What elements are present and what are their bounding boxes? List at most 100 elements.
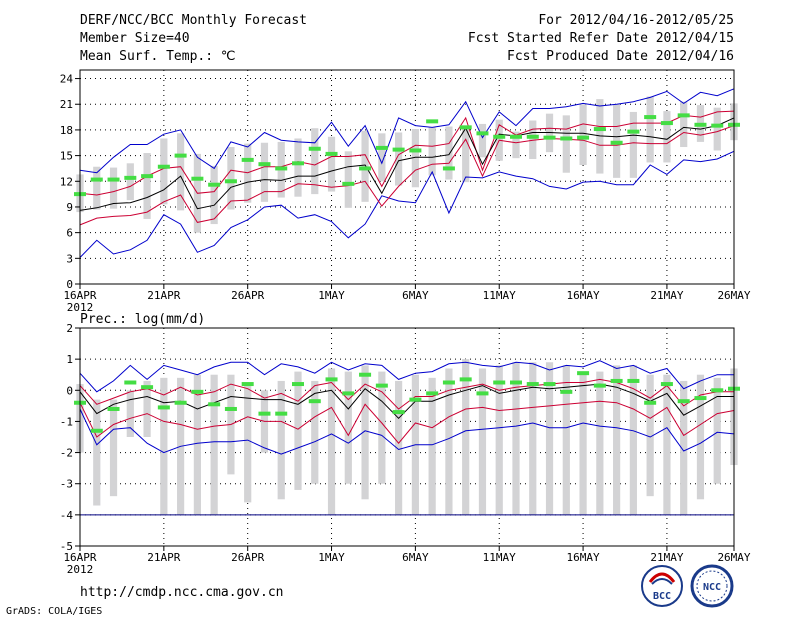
prec-xtick-label: 11MAY	[483, 551, 516, 564]
temp-observed-mark	[660, 121, 673, 126]
prec-ytick-label: 2	[66, 322, 73, 335]
ncc-logo-text: NCC	[703, 582, 721, 593]
temp-ytick-label: 6	[66, 227, 73, 240]
prec-ytick-label: -5	[60, 540, 73, 553]
temp-spread-box	[428, 127, 436, 176]
bcc-logo: BCC	[641, 565, 683, 607]
temp-spread-box	[713, 107, 721, 151]
prec-observed-mark	[711, 388, 724, 393]
temp-spread-box	[294, 138, 302, 197]
prec-frame	[79, 327, 735, 547]
prec-spread-box	[193, 374, 201, 515]
prec-observed-mark	[426, 391, 439, 396]
prec-spread-box	[562, 365, 570, 515]
prec-ytick-label: -3	[60, 478, 73, 491]
prec-spread-box	[545, 362, 554, 515]
prec-lower-line	[79, 400, 735, 444]
prec-observed-mark	[224, 406, 237, 411]
temp-xtick-label: 16APR	[63, 289, 96, 302]
prec-mean-line	[79, 383, 734, 420]
prec-observed-mark	[308, 399, 321, 404]
temp-observed-mark	[375, 145, 388, 150]
prec-spread-box	[344, 371, 352, 484]
temp-spread-box	[93, 166, 101, 210]
temp-observed-mark	[124, 175, 137, 180]
temp-spread-box	[160, 138, 168, 205]
temp-spread-box	[344, 151, 352, 208]
prec-spread-box	[579, 374, 587, 515]
temp-observed-mark	[308, 146, 321, 151]
temp-lower-line	[79, 125, 735, 226]
prec-max-line	[79, 360, 734, 393]
member-size: Member Size=40	[80, 31, 190, 46]
temp-spread-box	[361, 130, 369, 202]
prec-spread-box	[629, 365, 637, 515]
prec-spread-box	[109, 399, 118, 497]
prec-observed-mark	[459, 377, 472, 382]
prec-observed-mark	[526, 382, 539, 387]
prec-ytick-label: -2	[60, 447, 73, 460]
temp-observed-mark	[543, 135, 556, 140]
temp-observed-mark	[426, 119, 439, 124]
prec-observed-mark	[560, 389, 573, 394]
prec-observed-mark	[191, 389, 204, 394]
prec-spread-box	[143, 380, 151, 437]
temp-spread-box	[478, 123, 487, 158]
temp-ytick-label: 12	[60, 175, 73, 188]
prec-observed-mark	[258, 411, 271, 416]
prec-observed-mark	[359, 372, 372, 377]
prec-ytick-label: -4	[60, 509, 74, 522]
prec-spread-box	[512, 362, 520, 515]
prec-observed-mark	[124, 380, 137, 385]
refer-date: Fcst Started Refer Date 2012/04/15	[468, 31, 734, 46]
prec-spread-box	[478, 368, 487, 515]
prec-observed-mark	[577, 371, 590, 376]
prec-spread-box	[378, 371, 386, 484]
prec-spread-box	[445, 368, 453, 515]
temp-observed-mark	[275, 166, 288, 171]
chart-title: DERF/NCC/BCC Monthly Forecast	[80, 13, 307, 28]
prec-xtick-label: 16APR	[63, 551, 96, 564]
prec-observed-mark	[543, 382, 556, 387]
temp-max-line	[79, 88, 735, 174]
temp-xtick-label: 26APR	[231, 289, 264, 302]
temp-xtick-label: 1MAY	[318, 289, 345, 302]
temp-spread-box	[311, 128, 319, 195]
prec-observed-mark	[610, 378, 623, 383]
prec-observed-mark	[342, 391, 355, 396]
temp-ytick-label: 0	[66, 278, 73, 291]
prec-ytick-label: 0	[66, 384, 73, 397]
temp-spread-box	[126, 163, 134, 201]
prec-observed-mark	[510, 380, 522, 385]
grads-credit: GrADS: COLA/IGES	[6, 606, 102, 617]
temp-ytick-label: 21	[60, 98, 73, 111]
temp-spread-box	[646, 96, 654, 163]
temp-xtick-label: 21MAY	[650, 289, 683, 302]
temp-observed-mark	[493, 134, 506, 139]
temp-observed-mark	[459, 125, 472, 130]
prec-ytick-label: -1	[60, 415, 73, 428]
prec-spread-box	[244, 384, 252, 503]
temp-observed-mark	[174, 153, 187, 158]
prec-xtick-label: 26MAY	[717, 551, 750, 564]
prec-xtick-label: 21MAY	[650, 551, 683, 564]
temp-observed-mark	[208, 182, 221, 187]
prec-spread-box	[160, 377, 168, 515]
prec-spread-box	[713, 377, 721, 484]
temp-spread-box	[579, 104, 587, 166]
temp-xtick-label: 6MAY	[402, 289, 429, 302]
temp-spread-box	[411, 129, 419, 188]
temp-mean-line	[79, 117, 735, 211]
temp-min-line	[79, 150, 735, 258]
temp-upper-line	[79, 110, 735, 196]
temp-observed-mark	[258, 162, 271, 167]
temp-observed-mark	[241, 157, 254, 162]
temp-observed-mark	[191, 176, 204, 181]
prec-observed-mark	[208, 402, 221, 407]
prec-spread-box	[596, 371, 604, 515]
prec-xtick-label: 1MAY	[318, 551, 345, 564]
variable-label: Mean Surf. Temp.: ℃	[80, 49, 235, 64]
temp-spread-box	[445, 126, 453, 180]
prec-spread-box	[210, 374, 218, 515]
